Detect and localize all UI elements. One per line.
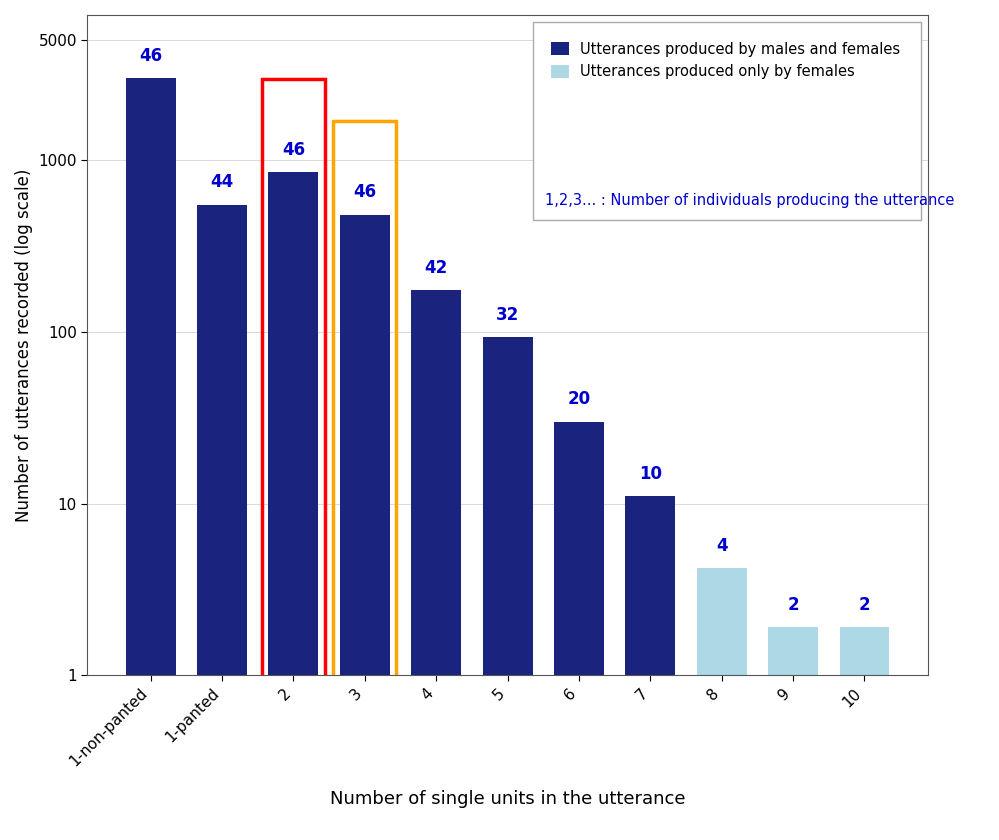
Bar bbox=[412, 290, 462, 840]
Legend: Utterances produced by males and females, Utterances produced only by females: Utterances produced by males and females… bbox=[539, 30, 912, 91]
Bar bbox=[262, 79, 325, 687]
Bar bbox=[340, 215, 390, 840]
Bar bbox=[197, 205, 247, 840]
Text: 32: 32 bbox=[496, 306, 519, 323]
Text: 20: 20 bbox=[567, 390, 590, 408]
Text: 46: 46 bbox=[139, 46, 162, 65]
Bar bbox=[625, 496, 675, 840]
Bar bbox=[269, 172, 319, 840]
Y-axis label: Number of utterances recorded (log scale): Number of utterances recorded (log scale… bbox=[15, 169, 33, 522]
Text: 42: 42 bbox=[425, 259, 448, 276]
FancyBboxPatch shape bbox=[532, 22, 921, 220]
Bar bbox=[696, 569, 746, 840]
Bar bbox=[483, 338, 532, 840]
Text: 1,2,3... : Number of individuals producing the utterance: 1,2,3... : Number of individuals produci… bbox=[544, 193, 954, 207]
Text: 46: 46 bbox=[354, 183, 377, 202]
Text: 10: 10 bbox=[638, 465, 662, 483]
Text: 44: 44 bbox=[211, 173, 234, 192]
Bar bbox=[768, 627, 818, 840]
Bar bbox=[334, 122, 397, 687]
Text: 46: 46 bbox=[282, 140, 305, 159]
Bar bbox=[839, 627, 889, 840]
X-axis label: Number of single units in the utterance: Number of single units in the utterance bbox=[330, 790, 685, 808]
Text: 2: 2 bbox=[787, 596, 799, 614]
Bar bbox=[554, 422, 604, 840]
Text: 4: 4 bbox=[716, 537, 727, 554]
Text: 2: 2 bbox=[859, 596, 870, 614]
Bar bbox=[126, 78, 176, 840]
